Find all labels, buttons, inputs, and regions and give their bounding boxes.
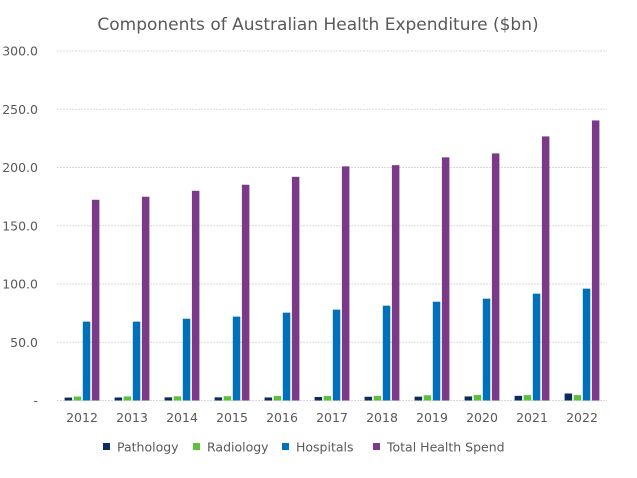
x-axis-ticks: 2012 2013 2014 2015 2016 2017 2018 2019 2020 2021… [66, 410, 598, 425]
y-axis-ticks: - 50.0 100.0 150.0 200.0 250.0 300.0 [2, 44, 38, 409]
y-tick-label: 150.0 [2, 218, 38, 233]
legend-item-total-health-spend: Total Health Spend [373, 440, 505, 455]
bar-radiology-2019 [423, 395, 432, 401]
bar-hospitals-2021 [532, 293, 541, 401]
legend-item-hospitals: Hospitals [282, 440, 354, 455]
x-tick-label: 2022 [566, 410, 598, 425]
bar-hospitals-2019 [432, 301, 441, 401]
bar-pathology-2013 [114, 397, 123, 401]
bar-hospitals-2022 [582, 288, 591, 401]
legend-swatch [373, 443, 380, 450]
bar-hospitals-2014 [182, 318, 191, 401]
y-tick-label: 300.0 [2, 44, 38, 59]
bar-radiology-2018 [373, 395, 382, 401]
bar-pathology-2016 [264, 397, 273, 401]
bar-pathology-2020 [464, 396, 473, 401]
legend-label: Total Health Spend [386, 440, 505, 455]
x-tick-label: 2021 [516, 410, 548, 425]
bar-total-health-spend-2022 [591, 120, 600, 401]
bar-radiology-2015 [223, 396, 232, 401]
bar-total-health-spend-2018 [391, 165, 400, 401]
legend-item-radiology: Radiology [193, 440, 269, 455]
bar-total-health-spend-2019 [441, 157, 450, 401]
bar-total-health-spend-2021 [541, 136, 550, 401]
legend-swatch [193, 443, 200, 450]
x-tick-label: 2014 [166, 410, 198, 425]
bar-radiology-2016 [273, 395, 282, 401]
legend-label: Radiology [207, 440, 269, 455]
bar-pathology-2017 [314, 397, 323, 401]
bar-total-health-spend-2013 [141, 196, 150, 401]
bar-radiology-2012 [73, 396, 82, 401]
x-tick-label: 2013 [116, 410, 148, 425]
chart-title: Components of Australian Health Expendit… [97, 15, 538, 35]
legend-swatch [282, 443, 289, 450]
bar-radiology-2021 [523, 395, 532, 401]
bar-radiology-2014 [173, 396, 182, 401]
bar-pathology-2019 [414, 396, 423, 401]
bar-hospitals-2013 [132, 321, 141, 401]
x-tick-label: 2016 [266, 410, 298, 425]
bar-total-health-spend-2016 [291, 176, 300, 401]
legend-label: Pathology [117, 440, 179, 455]
x-tick-label: 2012 [66, 410, 98, 425]
x-tick-label: 2017 [316, 410, 348, 425]
bars [64, 120, 600, 401]
legend-item-pathology: Pathology [103, 440, 179, 455]
bar-total-health-spend-2017 [341, 166, 350, 401]
bar-radiology-2017 [323, 395, 332, 401]
y-tick-label: 100.0 [2, 277, 38, 292]
y-tick-label: 200.0 [2, 160, 38, 175]
bar-pathology-2022 [564, 393, 573, 401]
bar-total-health-spend-2012 [91, 199, 100, 401]
bar-hospitals-2020 [482, 298, 491, 401]
bar-radiology-2022 [573, 395, 582, 401]
bar-total-health-spend-2015 [241, 184, 250, 401]
legend-swatch [103, 443, 110, 450]
bar-hospitals-2012 [82, 321, 91, 401]
bar-pathology-2012 [64, 397, 73, 401]
y-tick-label: 250.0 [2, 102, 38, 117]
y-tick-label: 50.0 [10, 335, 38, 350]
x-tick-label: 2019 [416, 410, 448, 425]
x-tick-label: 2020 [466, 410, 498, 425]
bar-pathology-2014 [164, 397, 173, 401]
x-tick-label: 2018 [366, 410, 398, 425]
y-tick-label: - [33, 393, 38, 408]
legend-label: Hospitals [296, 440, 354, 455]
bar-total-health-spend-2014 [191, 190, 200, 401]
bar-hospitals-2015 [232, 316, 241, 401]
bar-pathology-2021 [514, 395, 523, 401]
bar-radiology-2013 [123, 396, 132, 401]
bar-pathology-2018 [364, 396, 373, 401]
bar-radiology-2020 [473, 394, 482, 401]
x-tick-label: 2015 [216, 410, 248, 425]
bar-pathology-2015 [214, 397, 223, 401]
bar-hospitals-2016 [282, 312, 291, 401]
bar-hospitals-2018 [382, 305, 391, 401]
bar-total-health-spend-2020 [491, 153, 500, 401]
legend: Pathology Radiology Hospitals Total Health … [103, 440, 505, 455]
bar-hospitals-2017 [332, 309, 341, 401]
